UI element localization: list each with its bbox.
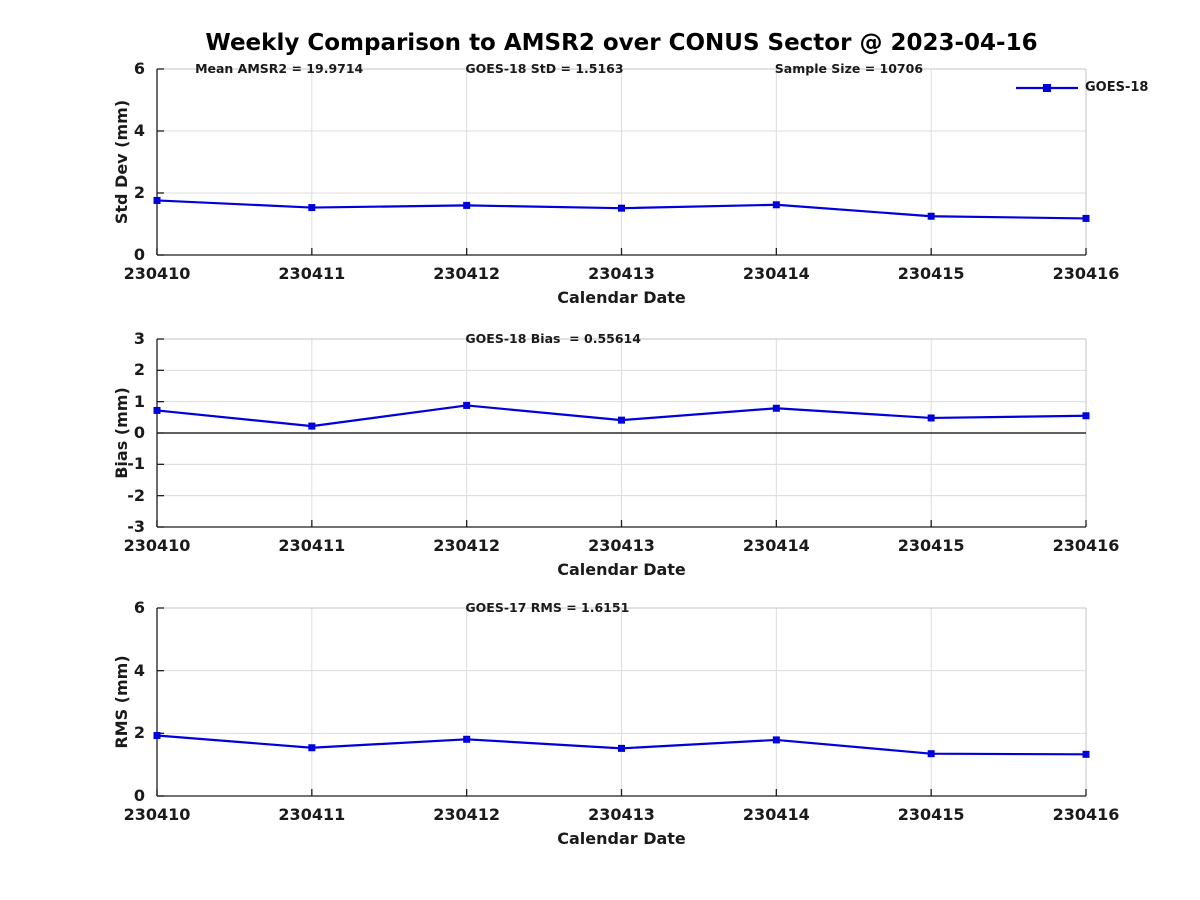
bias-marker-230413 [618, 416, 625, 424]
bias-annotation-0: GOES-18 Bias = 0.55614 [465, 331, 641, 346]
bias-marker-230416 [1082, 412, 1090, 420]
rms-marker-230412 [463, 735, 471, 743]
legend-marker-square [1043, 84, 1051, 92]
subplot-rms [153, 607, 1090, 797]
rms-annotation-0: GOES-17 RMS = 1.6151 [465, 600, 630, 615]
figure-title: Weekly Comparison to AMSR2 over CONUS Se… [205, 30, 1038, 56]
stddev-marker-230412 [463, 201, 471, 209]
bias-marker-230414 [772, 404, 780, 412]
rms-marker-230415 [927, 750, 935, 758]
stddev-ytick-label-6: 6 [133, 59, 145, 78]
stddev-marker-230414 [772, 201, 780, 209]
rms-xtick-label-230412: 230412 [433, 805, 501, 824]
stddev-xtick-label-230414: 230414 [742, 264, 810, 283]
stddev-xtick-label-230416: 230416 [1052, 264, 1120, 283]
rms-xtick-label-230411: 230411 [278, 805, 346, 824]
bias-marker-230415 [927, 414, 935, 422]
stddev-xtick-label-230411: 230411 [278, 264, 346, 283]
bias-marker-230411 [308, 422, 316, 430]
rms-ytick-label-4: 4 [133, 660, 145, 680]
rms-ylabel: RMS (mm) [112, 655, 131, 749]
rms-marker-230414 [772, 736, 780, 744]
bias-xtick-label-230413: 230413 [588, 536, 655, 555]
stddev-marker-230413 [618, 204, 625, 212]
bias-marker-230410 [153, 406, 161, 414]
rms-xtick-label-230410: 230410 [123, 805, 191, 824]
stddev-xtick-label-230413: 230413 [588, 264, 655, 283]
stddev-xlabel: Calendar Date [557, 288, 686, 307]
bias-xtick-label-230411: 230411 [278, 536, 346, 555]
rms-xlabel: Calendar Date [557, 829, 686, 848]
stddev-ylabel: Std Dev (mm) [112, 99, 131, 225]
stddev-xtick-label-230410: 230410 [123, 264, 191, 283]
bias-xtick-label-230416: 230416 [1052, 536, 1120, 555]
bias-xtick-label-230410: 230410 [123, 536, 191, 555]
rms-ytick-label-2: 2 [133, 723, 145, 743]
subplot-bias [153, 338, 1090, 528]
rms-xtick-label-230414: 230414 [742, 805, 810, 824]
bias-xtick-label-230414: 230414 [742, 536, 810, 555]
rms-marker-230413 [618, 744, 625, 752]
rms-marker-230410 [153, 732, 161, 740]
subplot-stddev [153, 68, 1090, 256]
rms-marker-230411 [308, 744, 316, 752]
rms-xtick-label-230416: 230416 [1052, 805, 1120, 824]
bias-ytick-label-3: 3 [133, 329, 145, 348]
stddev-ytick-label-4: 4 [133, 121, 145, 140]
bias-ytick-label-2: 2 [133, 360, 145, 380]
stddev-annotation-0: Mean AMSR2 = 19.9714 [195, 61, 364, 76]
rms-ytick-label-0: 0 [133, 786, 145, 805]
legend-label: GOES-18 [1085, 80, 1149, 95]
stddev-xtick-label-230415: 230415 [897, 264, 965, 283]
bias-ytick-label--1: -1 [127, 454, 145, 474]
rms-xtick-label-230413: 230413 [588, 805, 655, 824]
bias-ytick-label-1: 1 [133, 391, 145, 411]
bias-ytick-label-0: 0 [133, 423, 145, 442]
legend [1016, 84, 1078, 92]
bias-ytick-label--2: -2 [127, 485, 145, 505]
stddev-marker-230415 [927, 212, 935, 220]
bias-marker-230412 [463, 401, 471, 409]
rms-ytick-label-6: 6 [133, 598, 145, 617]
bias-ylabel: Bias (mm) [112, 387, 131, 479]
stddev-annotation-1: GOES-18 StD = 1.5163 [465, 61, 624, 76]
stddev-marker-230411 [308, 204, 316, 212]
bias-xtick-label-230415: 230415 [897, 536, 965, 555]
stddev-xtick-label-230412: 230412 [433, 264, 501, 283]
bias-ytick-label--3: -3 [127, 517, 145, 536]
stddev-annotation-2: Sample Size = 10706 [774, 61, 924, 76]
bias-xlabel: Calendar Date [557, 560, 686, 579]
stddev-marker-230416 [1082, 214, 1090, 222]
rms-marker-230416 [1082, 750, 1090, 758]
stddev-marker-230410 [153, 196, 161, 204]
stddev-ytick-label-2: 2 [133, 183, 145, 202]
rms-xtick-label-230415: 230415 [897, 805, 965, 824]
bias-xtick-label-230412: 230412 [433, 536, 501, 555]
stddev-ytick-label-0: 0 [133, 245, 145, 264]
